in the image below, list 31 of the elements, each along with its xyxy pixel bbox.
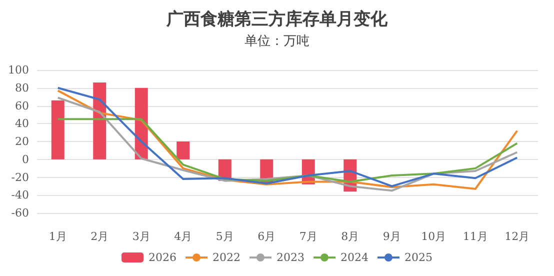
x-tick-label: 12月 [504, 230, 530, 243]
chart-title: 广西食糖第三方库存单月变化 [166, 10, 388, 30]
y-tick-label: -60 [11, 206, 29, 220]
y-tick-label: 100 [8, 64, 29, 76]
legend-label: 2025 [404, 251, 432, 264]
chart-subtitle: 单位：万吨 [244, 34, 310, 49]
y-tick-label: 20 [15, 135, 29, 148]
x-tick-label: 1月 [48, 230, 67, 243]
x-tick-label: 8月 [341, 230, 360, 243]
x-tick-label: 10月 [421, 230, 446, 243]
legend-label: 2023 [276, 251, 305, 264]
bar [176, 142, 190, 160]
x-tick-label: 3月 [132, 230, 150, 243]
y-tick-label: -40 [11, 188, 29, 202]
x-tick-label: 11月 [462, 230, 488, 243]
x-tick-label: 2月 [90, 230, 109, 243]
y-tick-label: 0 [22, 152, 29, 166]
y-tick-label: 40 [15, 117, 29, 130]
legend-label: 2022 [212, 251, 241, 264]
legend-label: 2024 [340, 251, 368, 264]
legend-label: 2026 [148, 251, 177, 264]
line-series [56, 118, 518, 183]
x-tick-label: 4月 [174, 230, 192, 243]
y-tick-label: 60 [15, 99, 29, 112]
y-tick-label: 80 [15, 81, 29, 94]
x-tick-label: 7月 [299, 230, 318, 243]
x-tick-label: 6月 [258, 230, 276, 243]
y-tick-label: -20 [11, 170, 29, 184]
x-tick-label: 5月 [216, 230, 234, 243]
bar [51, 100, 64, 160]
x-tick-label: 9月 [382, 230, 401, 243]
